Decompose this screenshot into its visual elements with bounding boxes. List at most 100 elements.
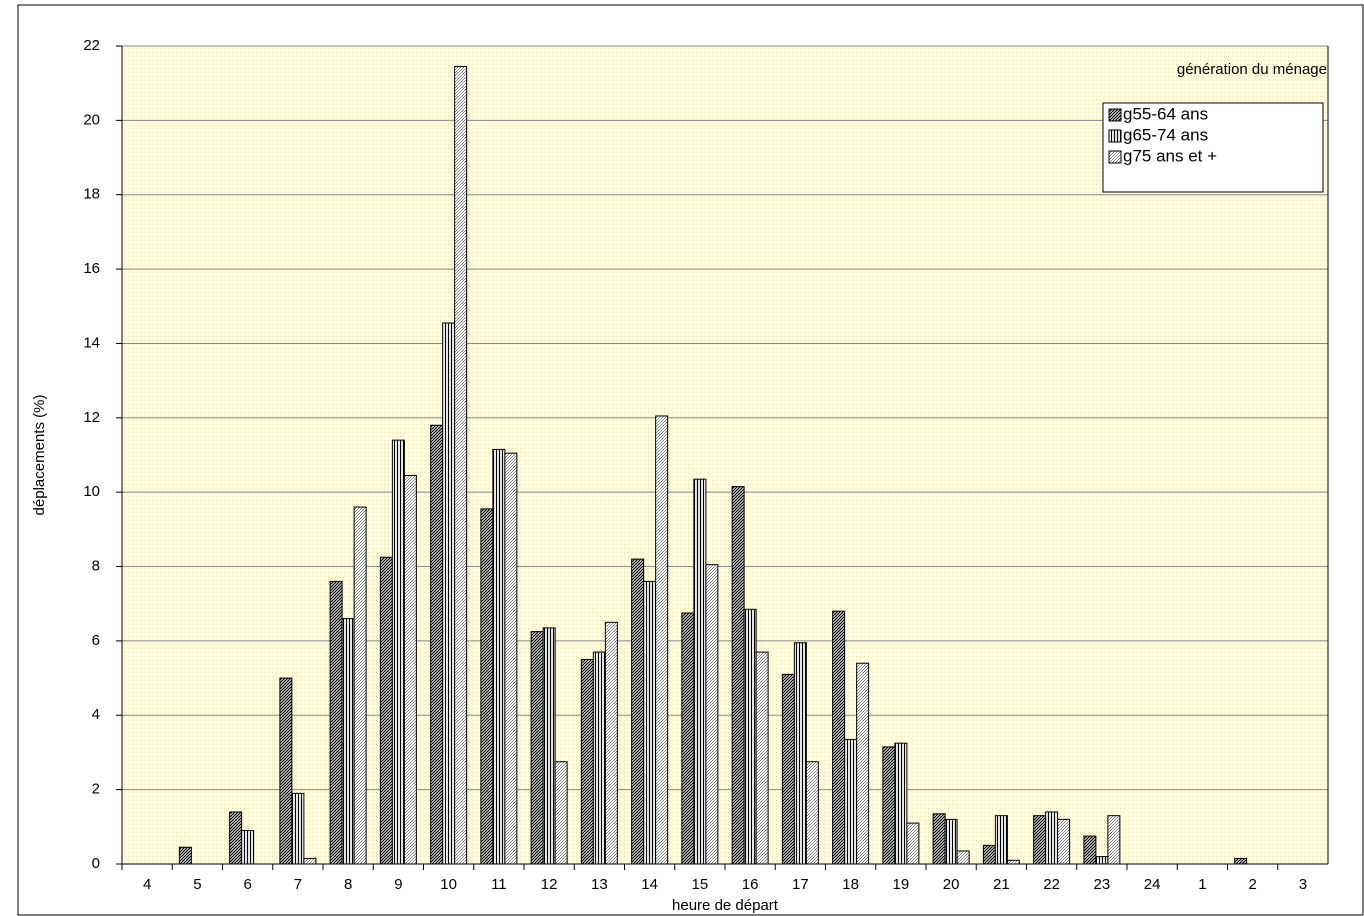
- x-tick-label: 5: [193, 876, 201, 893]
- bar: [1095, 856, 1109, 865]
- x-tick-label: 10: [440, 876, 457, 893]
- bar: [492, 448, 506, 865]
- x-tick-label: 13: [591, 876, 608, 893]
- bar: [655, 415, 669, 865]
- bar: [504, 452, 518, 865]
- bar: [743, 608, 757, 865]
- bar: [341, 618, 355, 865]
- x-tick-label: 20: [943, 876, 960, 893]
- legend-label: g75 ans et +: [1123, 146, 1217, 165]
- legend-title: génération du ménage: [1177, 61, 1327, 78]
- bar: [1045, 811, 1059, 865]
- bar: [604, 621, 618, 865]
- x-tick-label: 2: [1248, 876, 1256, 893]
- bar: [832, 610, 846, 865]
- bar: [1107, 815, 1121, 865]
- bar: [279, 677, 293, 865]
- x-tick-label: 3: [1299, 876, 1307, 893]
- x-tick-label: 4: [143, 876, 151, 893]
- bar: [291, 792, 305, 865]
- bar: [430, 424, 444, 865]
- bar: [391, 439, 405, 865]
- bar: [1083, 835, 1097, 865]
- y-tick-label: 6: [92, 632, 100, 649]
- bar: [530, 631, 544, 865]
- bar: [755, 651, 769, 865]
- x-tick-label: 21: [993, 876, 1010, 893]
- y-tick-label: 8: [92, 558, 100, 575]
- x-tick-label: 16: [742, 876, 759, 893]
- y-tick-label: 16: [83, 260, 100, 277]
- bar: [1033, 815, 1047, 865]
- x-axis-title: heure de départ: [672, 897, 779, 914]
- x-tick-label: 7: [294, 876, 302, 893]
- y-tick-label: 22: [83, 37, 100, 54]
- y-tick-label: 2: [92, 781, 100, 798]
- bar: [1234, 857, 1248, 865]
- bar: [241, 830, 255, 865]
- bar: [554, 761, 568, 865]
- y-tick-label: 18: [83, 186, 100, 203]
- bar: [643, 580, 657, 865]
- bar: [592, 651, 606, 865]
- bar: [994, 815, 1008, 865]
- bar: [442, 322, 456, 865]
- bar: [856, 662, 870, 865]
- bar: [793, 642, 807, 865]
- bar: [229, 811, 243, 865]
- bar: [329, 580, 343, 865]
- bar: [379, 556, 393, 865]
- x-tick-label: 24: [1144, 876, 1161, 893]
- bar: [681, 612, 695, 865]
- y-tick-label: 12: [83, 409, 100, 426]
- x-tick-label: 8: [344, 876, 352, 893]
- bar: [805, 761, 819, 865]
- y-tick-label: 0: [92, 855, 100, 872]
- y-tick-label: 4: [92, 706, 100, 723]
- bar: [580, 659, 594, 865]
- y-tick-label: 10: [83, 483, 100, 500]
- bar: [944, 818, 958, 865]
- legend-label: g65-74 ans: [1123, 125, 1208, 144]
- bar: [1006, 859, 1020, 865]
- bar: [178, 846, 192, 865]
- legend-swatch: [1108, 129, 1122, 143]
- y-axis-title: déplacements (%): [31, 395, 48, 516]
- bar: [932, 813, 946, 865]
- x-tick-label: 15: [692, 876, 709, 893]
- bar: [982, 844, 996, 865]
- x-tick-label: 17: [792, 876, 809, 893]
- y-tick-label: 20: [83, 111, 100, 128]
- bar: [894, 742, 908, 865]
- x-tick-label: 14: [641, 876, 658, 893]
- bar: [542, 627, 556, 865]
- bar: [303, 857, 317, 865]
- bar: [781, 673, 795, 865]
- bar: [454, 65, 468, 865]
- bar: [403, 474, 417, 865]
- bar: [1057, 818, 1071, 865]
- x-tick-label: 19: [893, 876, 910, 893]
- legend-swatch: [1108, 150, 1122, 164]
- bar: [956, 850, 970, 865]
- bar: [705, 564, 719, 865]
- bar: [631, 558, 645, 865]
- x-tick-label: 6: [243, 876, 251, 893]
- x-tick-label: 22: [1043, 876, 1060, 893]
- legend-swatch: [1108, 108, 1122, 122]
- bar: [882, 746, 896, 865]
- x-tick-label: 18: [842, 876, 859, 893]
- x-tick-label: 9: [394, 876, 402, 893]
- bar: [731, 486, 745, 865]
- x-tick-label: 11: [491, 876, 507, 893]
- x-tick-label: 1: [1198, 876, 1206, 893]
- bar: [844, 738, 858, 865]
- legend-box: [1102, 102, 1324, 193]
- y-tick-label: 14: [83, 334, 100, 351]
- bar: [480, 508, 494, 865]
- bar: [693, 478, 707, 865]
- x-tick-label: 12: [541, 876, 558, 893]
- bar: [906, 822, 920, 865]
- legend-label: g55-64 ans: [1123, 104, 1208, 123]
